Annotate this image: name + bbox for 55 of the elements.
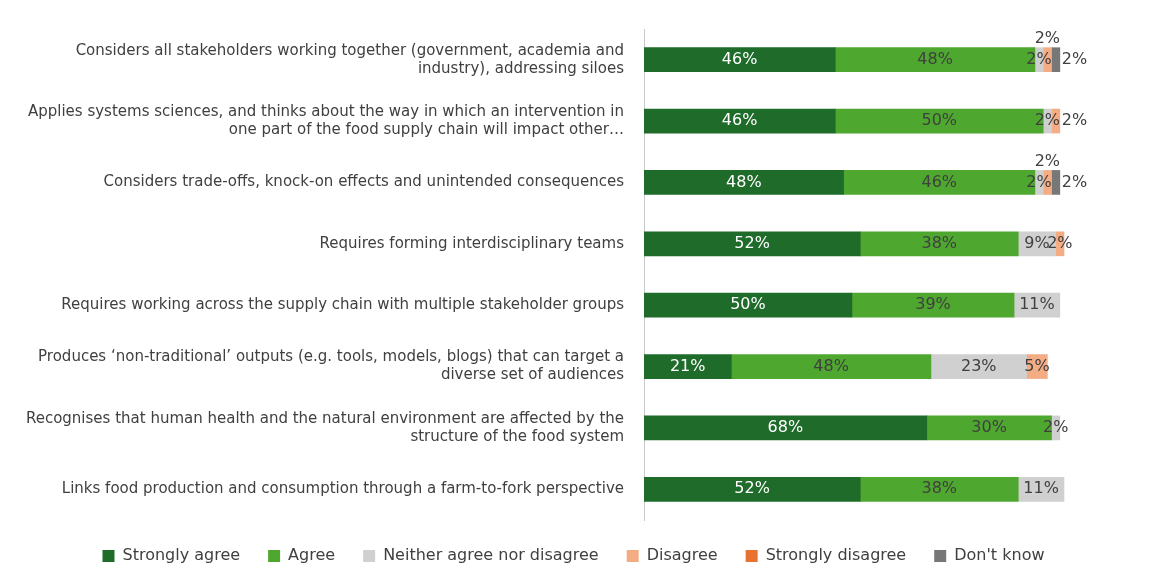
y-tick-label: Considers all stakeholders working together (government, academia and industry), addressing siloes xyxy=(75,40,625,77)
y-tick-label: Considers trade-offs, knock-on effects and unintended consequences xyxy=(103,172,625,191)
legend-label: Agree xyxy=(288,545,336,565)
data-label: 21% xyxy=(669,355,706,375)
bar xyxy=(644,231,861,257)
data-label: 52% xyxy=(734,232,770,252)
data-label: 2% xyxy=(1061,110,1088,130)
data-label: 38% xyxy=(921,478,958,498)
data-label: 48% xyxy=(917,48,953,68)
bar xyxy=(644,354,732,379)
bar xyxy=(1051,47,1061,73)
data-label: 2% xyxy=(1034,27,1061,47)
bar xyxy=(851,292,1015,318)
data-label: 46% xyxy=(721,48,758,68)
data-label: 11% xyxy=(1023,478,1059,498)
bar xyxy=(1051,170,1061,195)
y-tick-label: Requires working across the supply chain with multiple stakeholder groups xyxy=(61,295,625,314)
y-tick-label: Applies systems sciences, and thinks about the way in which an intervention in one part of the food supply chain will impact other… xyxy=(27,101,624,138)
bar xyxy=(859,231,1019,257)
data-label: 2% xyxy=(1034,150,1061,170)
data-label: 30% xyxy=(971,417,1007,437)
data-label: 46% xyxy=(721,110,758,130)
legend-label: Disagree xyxy=(646,545,718,565)
data-label: 2% xyxy=(1061,48,1088,68)
data-label: 68% xyxy=(767,417,804,437)
data-label: 23% xyxy=(960,355,997,375)
legend-label: Neither agree nor disagree xyxy=(383,545,599,565)
data-label: 2% xyxy=(1061,171,1088,191)
bar xyxy=(644,292,853,318)
bar xyxy=(644,170,844,195)
bar xyxy=(930,354,1027,379)
bar xyxy=(644,476,861,502)
bar xyxy=(644,47,836,73)
data-label: 46% xyxy=(921,171,958,191)
data-label: 50% xyxy=(730,294,766,314)
data-label: 11% xyxy=(1019,294,1055,314)
bar xyxy=(644,108,836,134)
bar xyxy=(644,415,928,441)
y-tick-label: Links food production and consumption through a farm-to-fork perspective xyxy=(61,479,624,498)
data-label: 48% xyxy=(726,171,762,191)
data-label: 48% xyxy=(813,355,849,375)
data-label: 2% xyxy=(1047,232,1073,252)
data-label: 50% xyxy=(921,110,958,130)
bar xyxy=(731,354,932,379)
bar xyxy=(859,476,1019,502)
data-label: 38% xyxy=(921,232,958,252)
y-tick-label: Produces ‘non-traditional’ outputs (e.g. tools, models, blogs) that can target a diverse set of audiences xyxy=(38,347,625,384)
legend-label: Strongly agree xyxy=(122,545,241,565)
legend-label: Strongly disagree xyxy=(765,545,907,565)
data-label: 9% xyxy=(1024,232,1050,252)
legend-label: Don't know xyxy=(954,545,1045,565)
data-label: 52% xyxy=(734,478,770,498)
y-tick-label: Recognises that human health and the natural environment are affected by the structure of the food system xyxy=(25,408,624,445)
y-tick-label: Requires forming interdisciplinary teams xyxy=(319,233,625,252)
data-label: 39% xyxy=(915,294,951,314)
